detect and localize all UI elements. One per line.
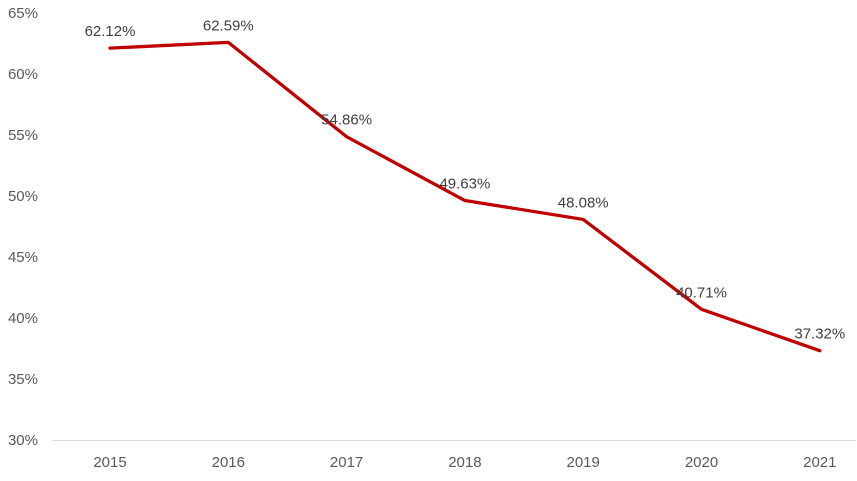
data-point-label: 62.12% xyxy=(85,23,136,40)
data-point-label: 54.86% xyxy=(321,112,372,129)
y-axis-tick-label: 65% xyxy=(8,5,38,22)
x-axis-tick-label: 2020 xyxy=(685,454,718,471)
x-axis-tick-label: 2015 xyxy=(93,454,126,471)
data-point-label: 37.32% xyxy=(794,326,845,343)
x-axis-tick-label: 2016 xyxy=(212,454,245,471)
x-axis-tick-label: 2017 xyxy=(330,454,363,471)
y-axis-tick-label: 50% xyxy=(8,188,38,205)
data-point-label: 48.08% xyxy=(558,194,609,211)
y-axis-tick-label: 35% xyxy=(8,371,38,388)
data-series-line xyxy=(108,40,822,353)
y-axis-tick-label: 55% xyxy=(8,127,38,144)
data-point-label: 40.71% xyxy=(676,284,727,301)
x-axis-tick-label: 2019 xyxy=(567,454,600,471)
y-axis-tick-label: 45% xyxy=(8,249,38,266)
data-point-label: 62.59% xyxy=(203,17,254,34)
y-axis-tick-label: 60% xyxy=(8,66,38,83)
x-axis-tick-label: 2018 xyxy=(448,454,481,471)
x-axis-tick-label: 2021 xyxy=(803,454,836,471)
y-axis-tick-label: 40% xyxy=(8,310,38,327)
data-point-label: 49.63% xyxy=(439,176,490,193)
y-axis-tick-label: 30% xyxy=(8,432,38,449)
